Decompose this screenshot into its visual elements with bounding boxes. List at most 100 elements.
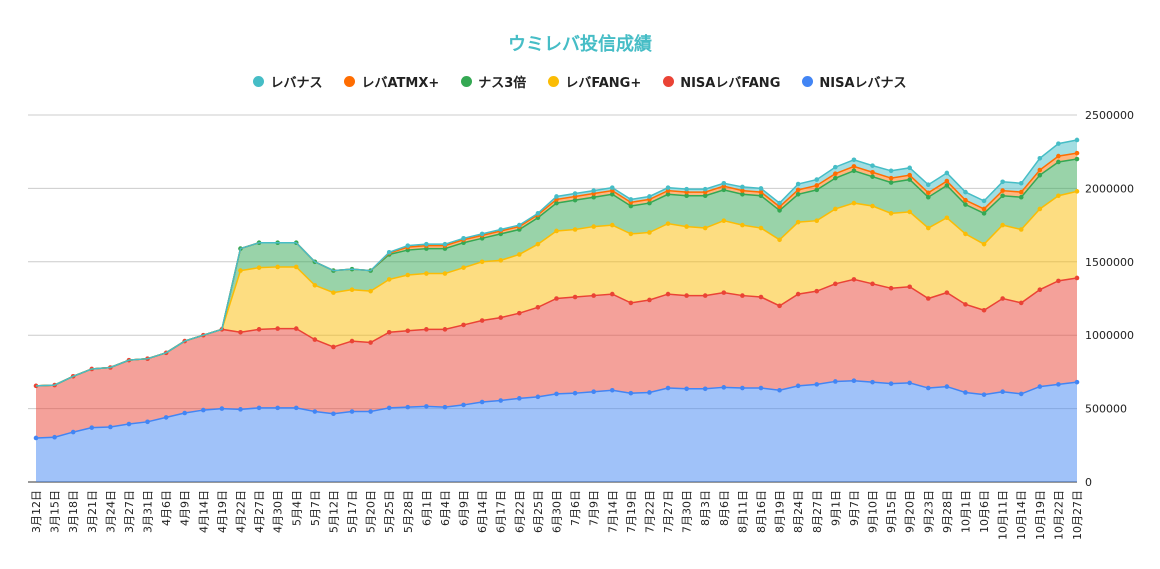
data-point: [665, 185, 671, 190]
data-point: [349, 287, 355, 292]
legend-item-nisa-levanas[interactable]: NISAレバナス: [802, 72, 907, 91]
data-point: [293, 326, 299, 331]
data-point: [777, 237, 782, 243]
data-point: [424, 404, 429, 409]
data-point: [609, 191, 615, 197]
x-tick-label: 7月6日: [569, 490, 582, 526]
legend-marker-icon: [663, 76, 675, 87]
legend-item-leva-fang[interactable]: レバFANG+: [548, 72, 641, 91]
data-point: [498, 227, 504, 232]
data-point: [535, 211, 541, 216]
data-point: [535, 241, 541, 247]
x-tick-label: 6月30日: [551, 490, 564, 533]
data-point: [758, 294, 764, 300]
data-point: [609, 291, 615, 297]
x-tick-label: 3月31日: [142, 490, 155, 533]
data-point: [479, 399, 485, 405]
data-point: [665, 221, 671, 226]
legend-item-levanas[interactable]: レバナス: [253, 72, 322, 91]
data-point: [442, 404, 448, 410]
data-point: [870, 281, 875, 287]
data-point: [1056, 193, 1061, 199]
data-point: [312, 337, 318, 342]
legend-label: レバナス: [270, 76, 323, 91]
x-tick-label: 8月19日: [774, 490, 787, 533]
x-tick-label: 10月27日: [1071, 490, 1084, 540]
legend: レバナス レバATMX+ ナス3倍 レバFANG+ NISAレバFANG NIS…: [0, 72, 1160, 91]
legend-marker-icon: [461, 76, 473, 87]
data-point: [702, 386, 708, 392]
x-tick-label: 3月21日: [86, 490, 99, 533]
data-point: [814, 382, 820, 387]
data-point: [554, 228, 559, 234]
data-point: [1037, 167, 1043, 173]
data-point: [944, 215, 950, 221]
legend-item-nas3[interactable]: ナス3倍: [461, 72, 526, 91]
x-tick-label: 8月3日: [699, 490, 712, 526]
x-tick-label: 5月20日: [365, 490, 378, 533]
data-point: [1000, 389, 1005, 395]
data-point: [628, 203, 634, 209]
data-point: [609, 185, 615, 190]
legend-marker-icon: [802, 76, 814, 87]
legend-marker-icon: [344, 76, 356, 87]
data-point: [163, 415, 169, 420]
x-tick-label: 3月24日: [104, 490, 117, 533]
x-tick-label: 10月14日: [1015, 490, 1028, 540]
data-point: [851, 378, 857, 384]
data-point: [814, 218, 820, 223]
x-tick-label: 9月20日: [904, 490, 917, 533]
data-point: [386, 277, 392, 282]
data-point: [1074, 275, 1080, 281]
data-point: [833, 206, 838, 212]
data-point: [981, 392, 987, 397]
x-tick-label: 6月22日: [513, 490, 526, 533]
legend-marker-icon: [253, 76, 265, 87]
data-point: [1018, 391, 1024, 397]
legend-item-nisa-leva-fang[interactable]: NISAレバFANG: [663, 72, 780, 91]
data-point: [461, 236, 466, 241]
data-point: [944, 290, 950, 295]
data-point: [870, 203, 875, 209]
data-point: [981, 211, 987, 216]
data-point: [721, 385, 727, 390]
data-point: [814, 288, 820, 294]
data-point: [275, 264, 280, 270]
x-tick-label: 5月17日: [346, 490, 359, 533]
data-point: [684, 224, 689, 229]
x-tick-label: 9月28日: [941, 490, 954, 533]
data-point: [647, 297, 652, 303]
data-point: [777, 387, 782, 393]
data-point: [442, 271, 448, 276]
data-point: [721, 187, 727, 193]
data-point: [1056, 382, 1061, 387]
data-point: [684, 193, 689, 199]
x-tick-label: 5月28日: [402, 490, 415, 533]
data-point: [535, 305, 541, 310]
data-point: [312, 409, 318, 414]
data-point: [498, 258, 504, 263]
data-point: [758, 225, 764, 231]
x-tick-label: 8月24日: [792, 490, 805, 533]
data-point: [331, 411, 336, 417]
x-tick-label: 6月1日: [420, 490, 433, 526]
data-point: [461, 402, 466, 408]
data-point: [777, 200, 782, 206]
data-point: [572, 390, 578, 396]
x-tick-label: 4月6日: [160, 490, 173, 526]
x-tick-label: 6月4日: [439, 490, 452, 526]
data-point: [535, 394, 541, 400]
data-point: [684, 386, 689, 392]
data-point: [814, 183, 820, 188]
legend-item-leva-atmx[interactable]: レバATMX+: [344, 72, 439, 91]
data-point: [851, 164, 857, 169]
data-point: [870, 169, 875, 175]
data-point: [1056, 159, 1061, 165]
data-point: [758, 193, 764, 199]
data-point: [554, 200, 559, 206]
x-tick-label: 9月23日: [922, 490, 935, 533]
legend-label: ナス3倍: [478, 76, 527, 91]
data-point: [1074, 150, 1080, 156]
x-tick-label: 8月11日: [736, 490, 749, 533]
y-tick-label: 0: [1085, 476, 1092, 489]
